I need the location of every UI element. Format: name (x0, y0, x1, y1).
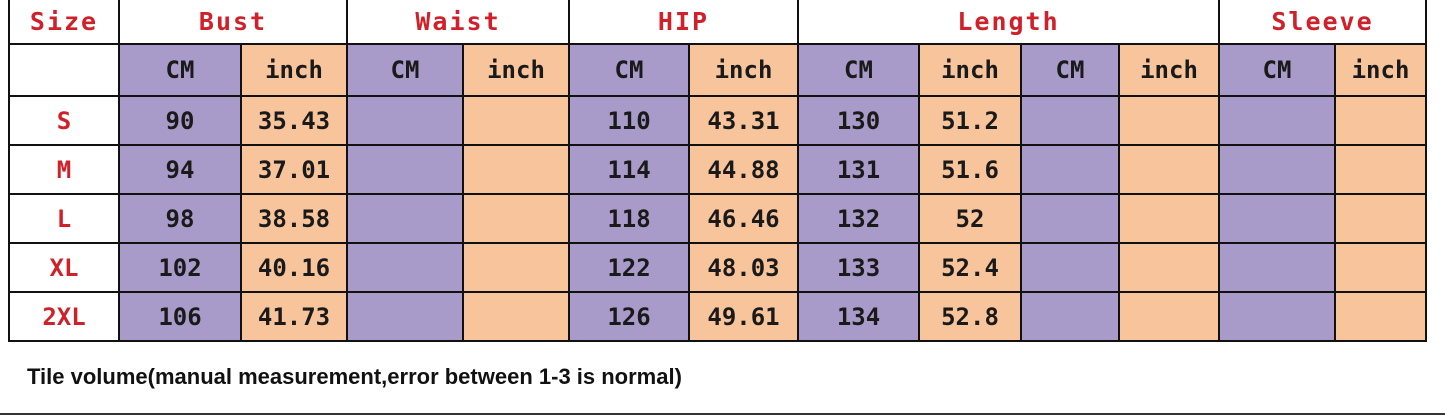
unit-inch: inch (462, 43, 570, 97)
table-cell: 51.2 (918, 95, 1022, 146)
table-cell: 40.16 (240, 242, 348, 293)
table-cell (1334, 95, 1427, 146)
table-cell (1020, 242, 1120, 293)
unit-row: CM inch CM inch CM inch CM inch CM inch CM inch (8, 43, 1427, 97)
table-cell (1334, 291, 1427, 342)
table-cell (1334, 193, 1427, 244)
table-row: XL 102 40.16 122 48.03 133 52.4 (8, 242, 1427, 293)
table-cell: 46.46 (688, 193, 799, 244)
table-cell: 110 (568, 95, 690, 146)
size-label: L (8, 193, 120, 244)
table-cell: 51.6 (918, 144, 1022, 195)
table-cell (346, 242, 464, 293)
size-label: XL (8, 242, 120, 293)
table-row: L 98 38.58 118 46.46 132 52 (8, 193, 1427, 244)
hip-header: HIP (568, 0, 799, 45)
unit-cm: CM (1020, 43, 1120, 97)
table-cell: 44.88 (688, 144, 799, 195)
table-cell (1020, 144, 1120, 195)
table-cell: 130 (797, 95, 920, 146)
table-cell: 131 (797, 144, 920, 195)
bust-header: Bust (118, 0, 348, 45)
waist-header: Waist (346, 0, 570, 45)
table-cell: 90 (118, 95, 242, 146)
table-cell: 49.61 (688, 291, 799, 342)
measurement-note: Tile volume(manual measurement,error bet… (27, 364, 682, 389)
unit-inch: inch (918, 43, 1022, 97)
length-header: Length (797, 0, 1220, 45)
unit-cm: CM (346, 43, 464, 97)
table-cell (1218, 95, 1336, 146)
table-cell: 38.58 (240, 193, 348, 244)
table-cell: 41.73 (240, 291, 348, 342)
table-cell (1218, 144, 1336, 195)
table-cell: 102 (118, 242, 242, 293)
table-cell (1118, 242, 1220, 293)
table-cell: 37.01 (240, 144, 348, 195)
table-cell: 48.03 (688, 242, 799, 293)
size-chart-table: Size Bust Waist HIP Length Sleeve CM inch… (8, 0, 1427, 342)
sleeve-header: Sleeve (1218, 0, 1427, 45)
table-cell (346, 291, 464, 342)
divider (0, 413, 1445, 415)
table-cell (1218, 291, 1336, 342)
table-cell: 43.31 (688, 95, 799, 146)
unit-inch: inch (688, 43, 799, 97)
table-cell (1118, 193, 1220, 244)
size-label: 2XL (8, 291, 120, 342)
table-cell: 122 (568, 242, 690, 293)
table-cell (462, 242, 570, 293)
table-cell: 118 (568, 193, 690, 244)
unit-inch: inch (240, 43, 348, 97)
table-cell: 35.43 (240, 95, 348, 146)
table-row: 2XL 106 41.73 126 49.61 134 52.8 (8, 291, 1427, 342)
table-cell: 98 (118, 193, 242, 244)
size-header: Size (8, 0, 120, 45)
table-cell (1118, 144, 1220, 195)
table-cell (346, 193, 464, 244)
table-cell: 52.4 (918, 242, 1022, 293)
size-label: S (8, 95, 120, 146)
table-cell: 106 (118, 291, 242, 342)
table-cell (1118, 95, 1220, 146)
unit-cm: CM (568, 43, 690, 97)
table-cell (1020, 291, 1120, 342)
table-cell (1218, 242, 1336, 293)
unit-inch: inch (1334, 43, 1427, 97)
size-label: M (8, 144, 120, 195)
table-row: S 90 35.43 110 43.31 130 51.2 (8, 95, 1427, 146)
table-cell: 52.8 (918, 291, 1022, 342)
table-cell (1020, 95, 1120, 146)
unit-cm: CM (118, 43, 242, 97)
blank-cell (8, 43, 120, 97)
unit-inch: inch (1118, 43, 1220, 97)
table-cell (462, 144, 570, 195)
table-cell (1334, 144, 1427, 195)
table-cell (462, 291, 570, 342)
table-row: M 94 37.01 114 44.88 131 51.6 (8, 144, 1427, 195)
table-cell (1020, 193, 1120, 244)
table-cell (346, 95, 464, 146)
table-cell: 126 (568, 291, 690, 342)
table-cell (1334, 242, 1427, 293)
table-cell: 94 (118, 144, 242, 195)
table-cell (1218, 193, 1336, 244)
table-cell: 134 (797, 291, 920, 342)
unit-cm: CM (1218, 43, 1336, 97)
table-cell (462, 95, 570, 146)
table-cell: 114 (568, 144, 690, 195)
table-cell (462, 193, 570, 244)
table-cell (1118, 291, 1220, 342)
table-cell: 52 (918, 193, 1022, 244)
header-row: Size Bust Waist HIP Length Sleeve (8, 0, 1427, 45)
unit-cm: CM (797, 43, 920, 97)
table-cell: 132 (797, 193, 920, 244)
table-cell: 133 (797, 242, 920, 293)
table-cell (346, 144, 464, 195)
